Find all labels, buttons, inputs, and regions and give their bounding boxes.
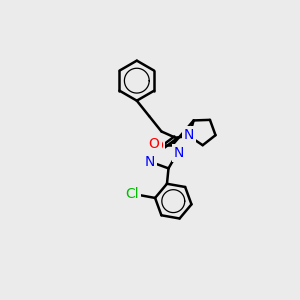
Text: N: N: [184, 128, 194, 142]
Text: Cl: Cl: [125, 187, 139, 201]
Text: O: O: [152, 139, 163, 153]
Text: N: N: [174, 146, 184, 160]
Text: O: O: [148, 137, 160, 151]
Text: N: N: [145, 155, 155, 169]
